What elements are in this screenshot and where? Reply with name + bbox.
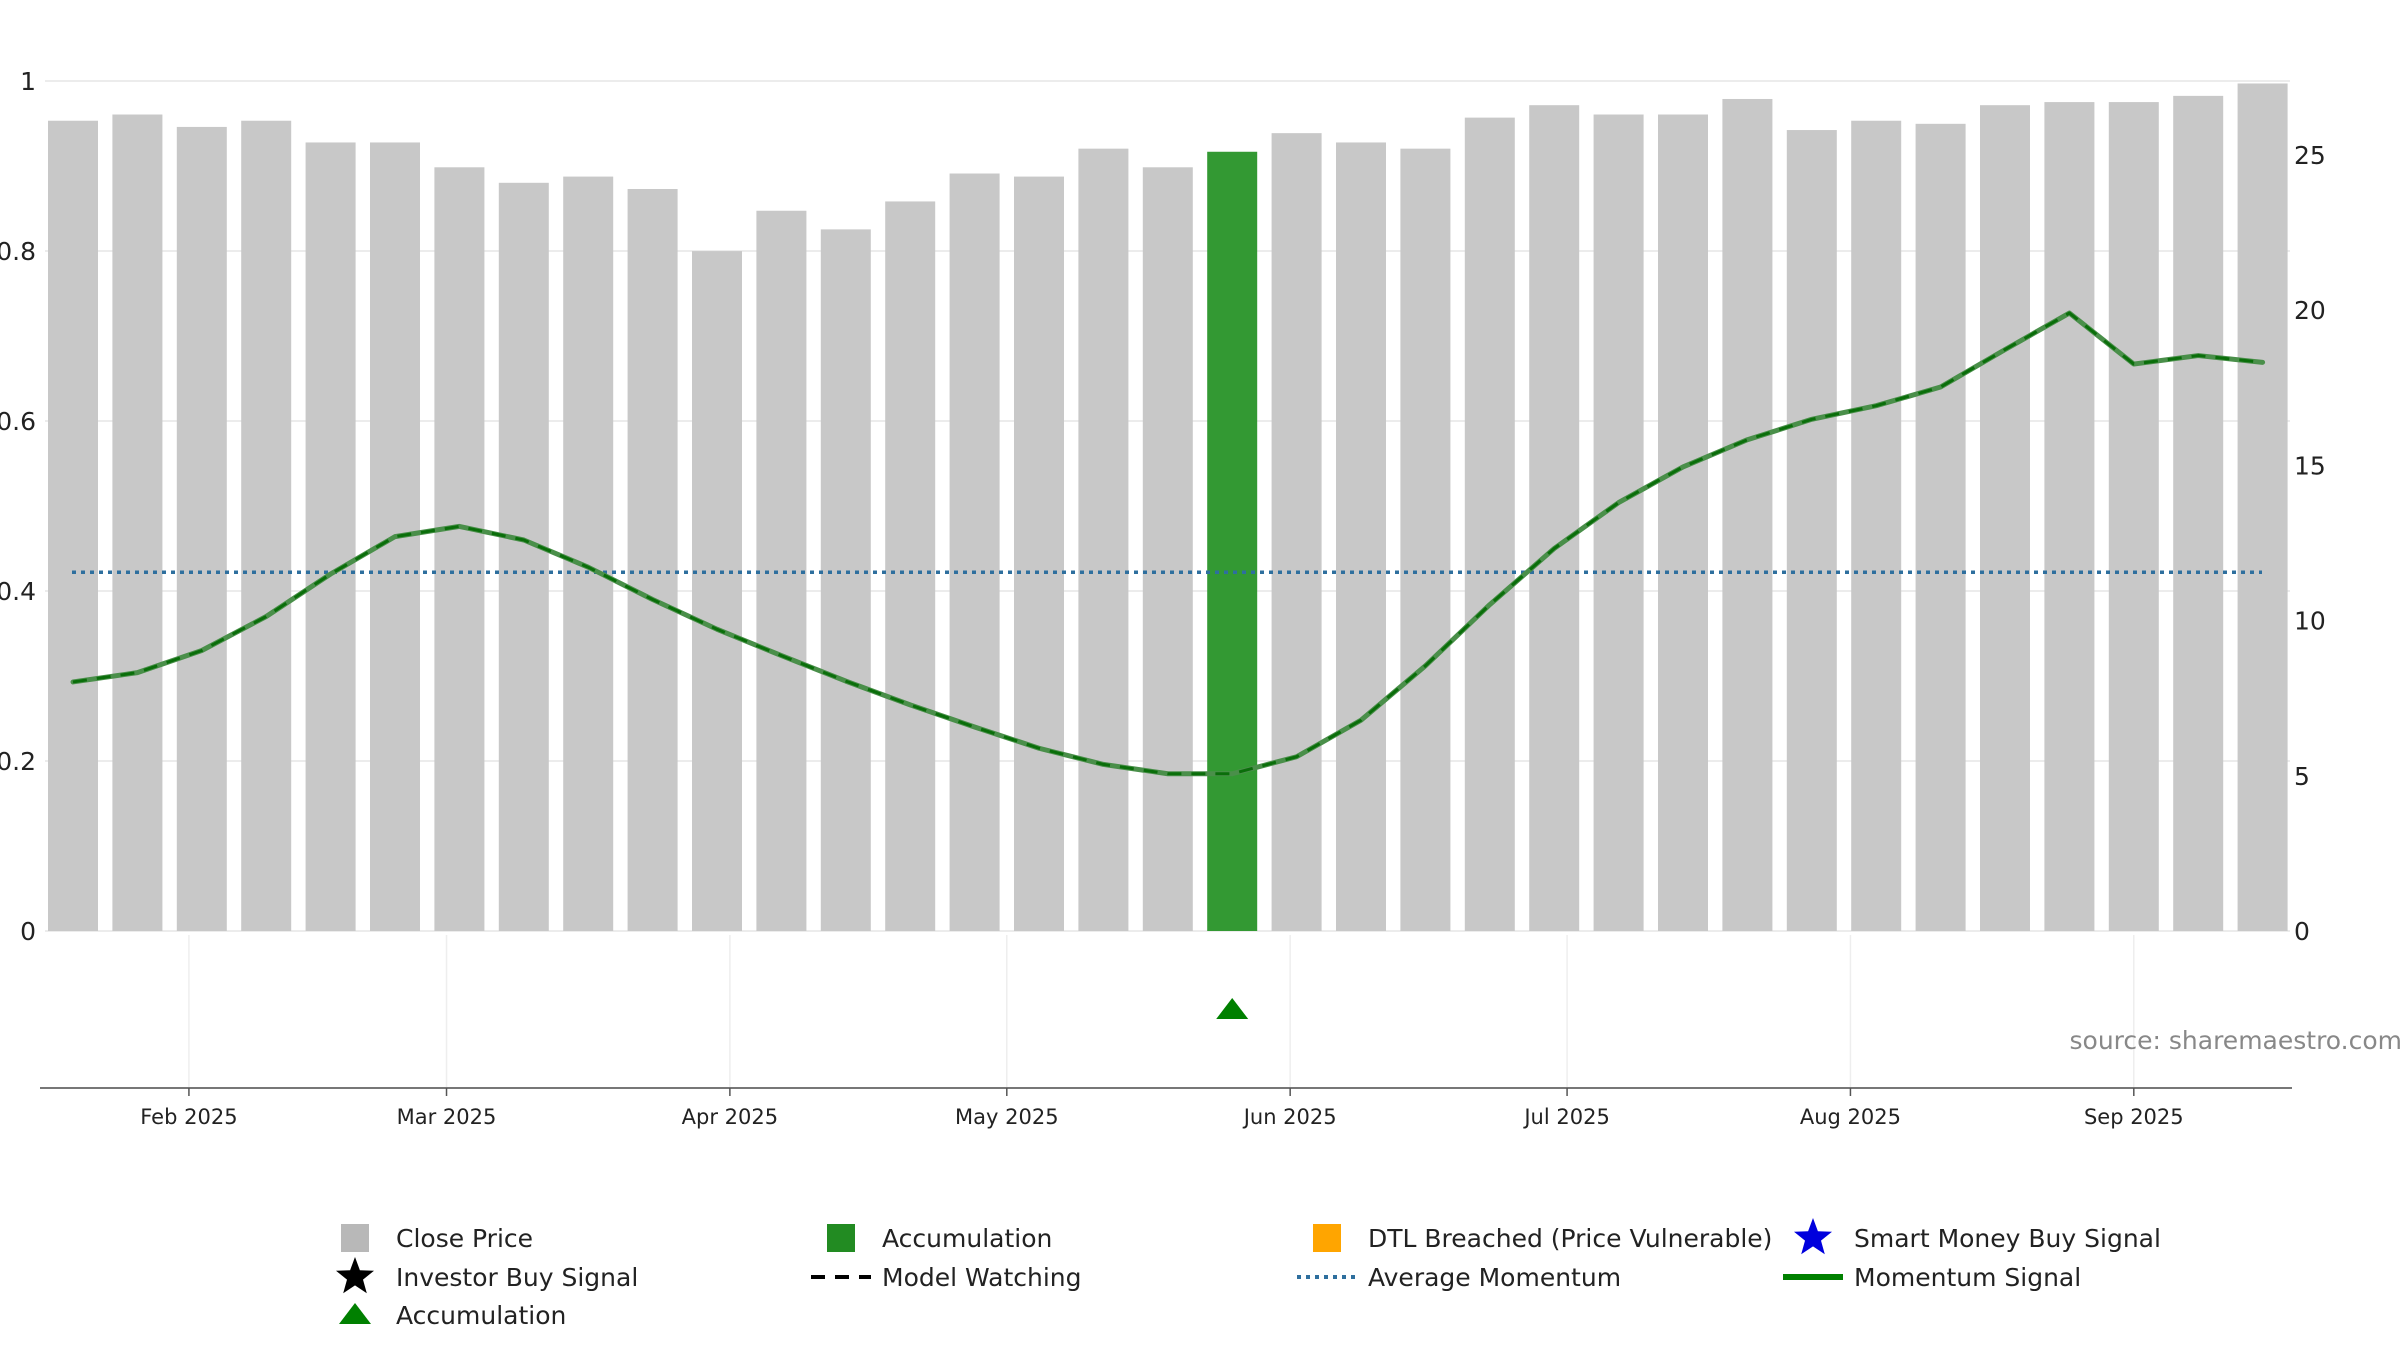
close-price-bar (2108, 102, 2159, 932)
right-tick-label-4: 20 (2294, 296, 2326, 325)
legend-item: Accumulation (827, 1224, 1052, 1253)
close-price-bar (820, 229, 871, 931)
close-price-bar (1142, 167, 1193, 932)
legend-item: Model Watching (811, 1263, 1082, 1292)
close-price-bar (498, 182, 549, 932)
x-tick-label-2: Apr 2025 (682, 1105, 778, 1129)
close-price-bar (2044, 102, 2095, 932)
legend-square-icon (341, 1224, 369, 1252)
legend-square-icon (827, 1224, 855, 1252)
close-price-bar (1722, 98, 1773, 931)
close-price-bar (1786, 130, 1837, 931)
legend-item: Average Momentum (1297, 1263, 1621, 1292)
right-tick-label-3: 15 (2294, 451, 2326, 480)
close-price-bar (563, 176, 614, 931)
legend-label: DTL Breached (Price Vulnerable) (1368, 1224, 1772, 1253)
legend-item: DTL Breached (Price Vulnerable) (1313, 1224, 1772, 1253)
legend-label: Accumulation (396, 1301, 566, 1330)
close-price-bars (48, 83, 2288, 932)
legend-star-icon (336, 1257, 374, 1294)
legend-item: Momentum Signal (1783, 1263, 2081, 1292)
legend-item: Close Price (341, 1224, 533, 1253)
x-tick-label-5: Jul 2025 (1522, 1105, 1609, 1129)
legend-item: Accumulation (339, 1301, 566, 1330)
legend-label: Close Price (396, 1224, 533, 1253)
momentum-signal-dashes (72, 311, 2263, 776)
close-price-bar (756, 210, 807, 931)
x-tick-label-3: May 2025 (955, 1105, 1059, 1129)
legend-label: Model Watching (882, 1263, 1082, 1292)
legend-star-icon (1794, 1218, 1832, 1255)
close-price-bar (1529, 105, 1580, 931)
x-tick-label-7: Sep 2025 (2084, 1105, 2184, 1129)
legend-label: Smart Money Buy Signal (1854, 1224, 2161, 1253)
close-price-bar (885, 201, 936, 931)
source-label: source: sharemaestro.com (2070, 1026, 2400, 1055)
close-price-bar (305, 142, 356, 932)
close-price-bar (1593, 114, 1644, 931)
close-price-bar (241, 120, 292, 931)
left-tick-label-5: 1 (20, 67, 36, 96)
close-price-bar (1400, 148, 1451, 931)
close-price-bar (1336, 142, 1386, 932)
close-price-bar (1271, 133, 1322, 932)
close-price-bar (2237, 83, 2288, 931)
close-price-bar (1078, 148, 1129, 931)
close-price-bar (48, 120, 98, 931)
legend-label: Investor Buy Signal (396, 1263, 638, 1292)
legend-label: Momentum Signal (1854, 1263, 2081, 1292)
close-price-bar (434, 167, 485, 932)
legend-label: Accumulation (882, 1224, 1052, 1253)
legend-item: Investor Buy Signal (336, 1257, 638, 1294)
close-price-bar (1915, 123, 1966, 932)
x-tick-label-6: Aug 2025 (1800, 1105, 1901, 1129)
close-price-bar (1851, 120, 1902, 931)
x-axis: Feb 2025 Mar 2025 Apr 2025 May 2025 Jun 2025… (40, 1087, 2292, 1129)
close-price-bar (2173, 95, 2224, 931)
x-tick-label-4: Jun 2025 (1242, 1105, 1337, 1129)
close-price-bar (692, 251, 742, 931)
x-tick-label-0: Feb 2025 (140, 1105, 237, 1129)
left-tick-label-1: 0.2 (0, 747, 36, 776)
left-tick-label-4: 0.8 (0, 237, 36, 266)
legend-item: Smart Money Buy Signal (1794, 1218, 2161, 1255)
left-tick-label-0: 0 (20, 917, 36, 946)
left-tick-label-2: 0.4 (0, 577, 36, 606)
close-price-bar (949, 173, 1000, 932)
momentum-signal-line (70, 310, 2266, 777)
legend-label: Average Momentum (1368, 1263, 1621, 1292)
x-tick-label-1: Mar 2025 (397, 1105, 497, 1129)
close-price-bar (1980, 105, 2030, 931)
legend-triangle-icon (339, 1303, 371, 1324)
close-price-bar (112, 114, 163, 931)
legend: Close Price Accumulation DTL Breached (Pri… (336, 1218, 2161, 1330)
close-price-bar (627, 189, 678, 931)
right-tick-label-1: 5 (2294, 762, 2310, 791)
legend-square-icon (1313, 1224, 1341, 1252)
close-price-bar (176, 126, 227, 932)
close-price-bar (1658, 114, 1708, 931)
left-tick-label-3: 0.6 (0, 407, 36, 436)
accumulation-triangle-marker (1216, 998, 1249, 1019)
right-tick-label-0: 0 (2294, 917, 2310, 946)
right-tick-label-5: 25 (2294, 141, 2326, 170)
signal-panel (1216, 998, 1249, 1019)
close-price-bar (1464, 117, 1515, 932)
accumulation-bar (1207, 151, 1258, 931)
right-y-axis: 0 5 10 15 20 25 (2294, 141, 2326, 946)
left-y-axis: 0 0.2 0.4 0.6 0.8 1 (0, 67, 36, 946)
close-price-bar (1014, 176, 1064, 931)
right-tick-label-2: 10 (2294, 607, 2326, 636)
